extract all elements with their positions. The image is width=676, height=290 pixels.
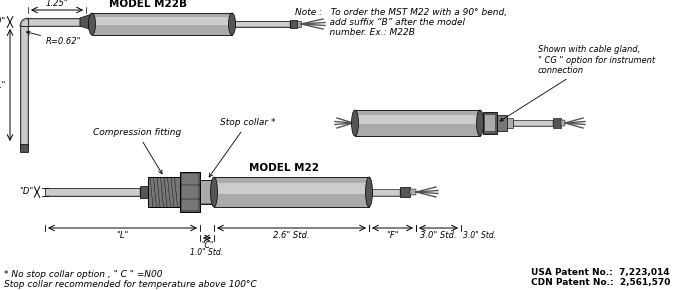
Ellipse shape <box>366 177 372 207</box>
Text: CDN Patent No.:  2,561,570: CDN Patent No.: 2,561,570 <box>531 278 670 287</box>
Text: 1.0": 1.0" <box>0 17 6 26</box>
Text: 2.6" Std.: 2.6" Std. <box>273 231 310 240</box>
Bar <box>140 186 148 198</box>
Ellipse shape <box>352 110 358 136</box>
Bar <box>180 172 200 212</box>
Bar <box>485 115 495 131</box>
Text: "L": "L" <box>0 81 6 90</box>
Bar <box>513 120 553 126</box>
Text: 3.0" Std.: 3.0" Std. <box>463 231 496 240</box>
Ellipse shape <box>228 13 235 35</box>
Bar <box>356 115 479 124</box>
Bar <box>201 181 213 203</box>
Text: Compression fitting: Compression fitting <box>93 128 181 174</box>
Text: USA Patent No.:  7,223,014: USA Patent No.: 7,223,014 <box>531 268 670 277</box>
Bar <box>290 20 297 28</box>
Text: "D": "D" <box>19 188 33 197</box>
Polygon shape <box>80 14 92 30</box>
Bar <box>22 27 26 147</box>
Ellipse shape <box>210 177 218 207</box>
Text: 1.0" Std.: 1.0" Std. <box>191 248 224 257</box>
Wedge shape <box>22 20 28 26</box>
Text: 3.0" Std.: 3.0" Std. <box>420 231 457 240</box>
Bar <box>93 17 231 25</box>
Text: MODEL M22B: MODEL M22B <box>109 0 187 9</box>
Bar <box>561 120 565 126</box>
Text: Shown with cable gland,
" CG " option for instrument
connection: Shown with cable gland, " CG " option fo… <box>500 45 655 121</box>
Bar <box>400 187 410 197</box>
Ellipse shape <box>89 13 95 35</box>
Text: add suffix “B” after the model: add suffix “B” after the model <box>295 18 465 27</box>
Text: R=0.62": R=0.62" <box>26 31 82 46</box>
Bar <box>410 189 416 195</box>
Bar <box>235 21 290 27</box>
Wedge shape <box>20 18 28 26</box>
Bar <box>29 19 79 24</box>
Bar <box>182 174 198 210</box>
Bar <box>20 144 28 152</box>
Text: "C": "C" <box>201 241 213 250</box>
Bar <box>483 112 497 134</box>
Bar <box>20 26 28 148</box>
Bar <box>236 22 289 26</box>
Text: * No stop collar option , " C " =N00: * No stop collar option , " C " =N00 <box>4 270 162 279</box>
Bar <box>355 110 480 136</box>
Text: "F": "F" <box>386 231 399 240</box>
Text: 1.25": 1.25" <box>46 0 68 8</box>
Bar <box>92 13 232 35</box>
Bar <box>507 118 513 128</box>
Bar <box>45 188 140 196</box>
Bar <box>148 177 180 207</box>
Bar <box>215 183 368 193</box>
Ellipse shape <box>477 110 483 136</box>
Bar <box>373 189 399 195</box>
Bar <box>200 180 214 204</box>
Text: Stop collar recommended for temperature above 100°C: Stop collar recommended for temperature … <box>4 280 257 289</box>
Bar <box>514 121 552 125</box>
Bar <box>372 188 400 195</box>
Bar <box>553 118 561 128</box>
Text: number. Ex.: M22B: number. Ex.: M22B <box>295 28 415 37</box>
Bar <box>297 21 301 27</box>
Bar <box>214 177 369 207</box>
Bar <box>46 189 139 195</box>
Text: MODEL M22: MODEL M22 <box>249 163 319 173</box>
Text: Stop collar *: Stop collar * <box>209 118 276 177</box>
Text: "L": "L" <box>116 231 128 240</box>
Bar <box>497 115 507 131</box>
Bar <box>28 18 80 26</box>
Text: Note :   To order the MST M22 with a 90° bend,: Note : To order the MST M22 with a 90° b… <box>295 8 507 17</box>
